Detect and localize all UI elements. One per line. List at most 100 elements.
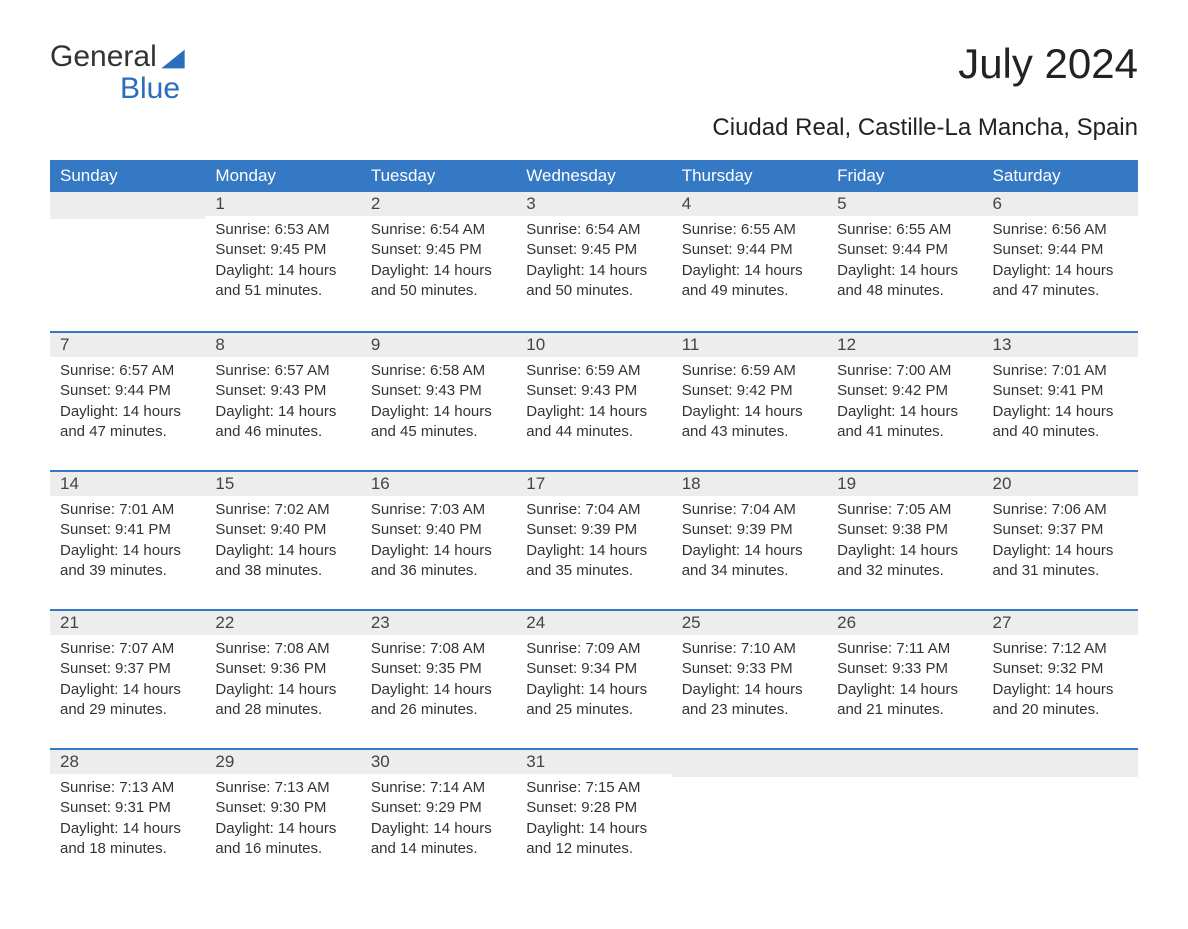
day-sunset: Sunset: 9:44 PM bbox=[60, 381, 195, 401]
day-sunset: Sunset: 9:42 PM bbox=[682, 381, 817, 401]
day-sunset: Sunset: 9:39 PM bbox=[526, 520, 661, 540]
day-sunset: Sunset: 9:44 PM bbox=[682, 240, 817, 260]
day-body: Sunrise: 7:12 AMSunset: 9:32 PMDaylight:… bbox=[983, 635, 1138, 748]
calendar-week-row: 14Sunrise: 7:01 AMSunset: 9:41 PMDayligh… bbox=[50, 471, 1138, 610]
day-sunrise: Sunrise: 7:09 AM bbox=[526, 639, 661, 659]
day-sunrise: Sunrise: 6:53 AM bbox=[215, 220, 350, 240]
day-number bbox=[50, 192, 205, 219]
day-body: Sunrise: 7:04 AMSunset: 9:39 PMDaylight:… bbox=[516, 496, 671, 609]
calendar-day-cell: 2Sunrise: 6:54 AMSunset: 9:45 PMDaylight… bbox=[361, 192, 516, 332]
day-daylight_a: Daylight: 14 hours bbox=[60, 680, 195, 700]
day-daylight_b: and 31 minutes. bbox=[993, 561, 1128, 581]
day-sunset: Sunset: 9:35 PM bbox=[371, 659, 506, 679]
day-body: Sunrise: 7:05 AMSunset: 9:38 PMDaylight:… bbox=[827, 496, 982, 609]
day-sunrise: Sunrise: 7:07 AM bbox=[60, 639, 195, 659]
day-daylight_a: Daylight: 14 hours bbox=[60, 819, 195, 839]
day-number: 13 bbox=[983, 333, 1138, 357]
day-body: Sunrise: 7:01 AMSunset: 9:41 PMDaylight:… bbox=[983, 357, 1138, 470]
logo-text-general: General bbox=[50, 40, 157, 74]
day-number: 28 bbox=[50, 750, 205, 774]
day-sunrise: Sunrise: 6:57 AM bbox=[60, 361, 195, 381]
calendar-day-cell: 16Sunrise: 7:03 AMSunset: 9:40 PMDayligh… bbox=[361, 471, 516, 610]
day-number: 3 bbox=[516, 192, 671, 216]
day-sunrise: Sunrise: 6:59 AM bbox=[682, 361, 817, 381]
calendar-day-cell: 17Sunrise: 7:04 AMSunset: 9:39 PMDayligh… bbox=[516, 471, 671, 610]
day-number: 19 bbox=[827, 472, 982, 496]
day-daylight_a: Daylight: 14 hours bbox=[993, 261, 1128, 281]
day-body: Sunrise: 6:53 AMSunset: 9:45 PMDaylight:… bbox=[205, 216, 360, 329]
day-daylight_b: and 21 minutes. bbox=[837, 700, 972, 720]
day-body: Sunrise: 7:04 AMSunset: 9:39 PMDaylight:… bbox=[672, 496, 827, 609]
calendar-day-cell bbox=[50, 192, 205, 332]
day-daylight_b: and 41 minutes. bbox=[837, 422, 972, 442]
calendar-day-cell: 30Sunrise: 7:14 AMSunset: 9:29 PMDayligh… bbox=[361, 749, 516, 889]
day-sunset: Sunset: 9:43 PM bbox=[371, 381, 506, 401]
day-sunset: Sunset: 9:40 PM bbox=[215, 520, 350, 540]
calendar-day-cell: 22Sunrise: 7:08 AMSunset: 9:36 PMDayligh… bbox=[205, 610, 360, 749]
day-daylight_a: Daylight: 14 hours bbox=[682, 680, 817, 700]
day-daylight_b: and 44 minutes. bbox=[526, 422, 661, 442]
day-body: Sunrise: 6:54 AMSunset: 9:45 PMDaylight:… bbox=[361, 216, 516, 329]
calendar-day-cell: 26Sunrise: 7:11 AMSunset: 9:33 PMDayligh… bbox=[827, 610, 982, 749]
calendar-day-cell: 8Sunrise: 6:57 AMSunset: 9:43 PMDaylight… bbox=[205, 332, 360, 471]
day-daylight_a: Daylight: 14 hours bbox=[837, 680, 972, 700]
day-sunrise: Sunrise: 7:08 AM bbox=[371, 639, 506, 659]
day-number: 22 bbox=[205, 611, 360, 635]
day-body: Sunrise: 7:02 AMSunset: 9:40 PMDaylight:… bbox=[205, 496, 360, 609]
calendar-week-row: 7Sunrise: 6:57 AMSunset: 9:44 PMDaylight… bbox=[50, 332, 1138, 471]
day-body: Sunrise: 7:06 AMSunset: 9:37 PMDaylight:… bbox=[983, 496, 1138, 609]
day-number: 10 bbox=[516, 333, 671, 357]
day-body: Sunrise: 6:59 AMSunset: 9:43 PMDaylight:… bbox=[516, 357, 671, 470]
calendar-day-cell: 20Sunrise: 7:06 AMSunset: 9:37 PMDayligh… bbox=[983, 471, 1138, 610]
day-daylight_b: and 36 minutes. bbox=[371, 561, 506, 581]
day-sunrise: Sunrise: 6:54 AM bbox=[526, 220, 661, 240]
day-body: Sunrise: 7:15 AMSunset: 9:28 PMDaylight:… bbox=[516, 774, 671, 887]
day-body bbox=[50, 219, 205, 331]
day-sunset: Sunset: 9:45 PM bbox=[526, 240, 661, 260]
day-sunrise: Sunrise: 7:14 AM bbox=[371, 778, 506, 798]
day-number: 29 bbox=[205, 750, 360, 774]
day-number: 6 bbox=[983, 192, 1138, 216]
day-number: 18 bbox=[672, 472, 827, 496]
day-daylight_b: and 23 minutes. bbox=[682, 700, 817, 720]
day-number: 8 bbox=[205, 333, 360, 357]
calendar-day-cell: 19Sunrise: 7:05 AMSunset: 9:38 PMDayligh… bbox=[827, 471, 982, 610]
day-daylight_b: and 49 minutes. bbox=[682, 281, 817, 301]
day-sunrise: Sunrise: 7:11 AM bbox=[837, 639, 972, 659]
day-number: 4 bbox=[672, 192, 827, 216]
day-sunrise: Sunrise: 6:58 AM bbox=[371, 361, 506, 381]
day-number: 20 bbox=[983, 472, 1138, 496]
day-sunset: Sunset: 9:39 PM bbox=[682, 520, 817, 540]
day-daylight_a: Daylight: 14 hours bbox=[993, 541, 1128, 561]
day-body: Sunrise: 7:07 AMSunset: 9:37 PMDaylight:… bbox=[50, 635, 205, 748]
day-body: Sunrise: 7:14 AMSunset: 9:29 PMDaylight:… bbox=[361, 774, 516, 887]
day-daylight_a: Daylight: 14 hours bbox=[837, 402, 972, 422]
day-sunset: Sunset: 9:30 PM bbox=[215, 798, 350, 818]
day-daylight_b: and 39 minutes. bbox=[60, 561, 195, 581]
day-body: Sunrise: 6:59 AMSunset: 9:42 PMDaylight:… bbox=[672, 357, 827, 470]
day-daylight_a: Daylight: 14 hours bbox=[526, 680, 661, 700]
day-number: 23 bbox=[361, 611, 516, 635]
day-daylight_b: and 51 minutes. bbox=[215, 281, 350, 301]
calendar-day-cell: 7Sunrise: 6:57 AMSunset: 9:44 PMDaylight… bbox=[50, 332, 205, 471]
calendar-day-cell: 28Sunrise: 7:13 AMSunset: 9:31 PMDayligh… bbox=[50, 749, 205, 889]
calendar-week-row: 28Sunrise: 7:13 AMSunset: 9:31 PMDayligh… bbox=[50, 749, 1138, 889]
day-body: Sunrise: 7:00 AMSunset: 9:42 PMDaylight:… bbox=[827, 357, 982, 470]
day-number bbox=[827, 750, 982, 777]
day-sunrise: Sunrise: 7:15 AM bbox=[526, 778, 661, 798]
day-body: Sunrise: 7:11 AMSunset: 9:33 PMDaylight:… bbox=[827, 635, 982, 748]
calendar-day-cell: 18Sunrise: 7:04 AMSunset: 9:39 PMDayligh… bbox=[672, 471, 827, 610]
calendar-table: Sunday Monday Tuesday Wednesday Thursday… bbox=[50, 160, 1138, 889]
day-sunrise: Sunrise: 7:04 AM bbox=[526, 500, 661, 520]
day-daylight_b: and 48 minutes. bbox=[837, 281, 972, 301]
day-body: Sunrise: 7:13 AMSunset: 9:30 PMDaylight:… bbox=[205, 774, 360, 887]
calendar-day-cell: 6Sunrise: 6:56 AMSunset: 9:44 PMDaylight… bbox=[983, 192, 1138, 332]
day-daylight_a: Daylight: 14 hours bbox=[371, 541, 506, 561]
day-number: 26 bbox=[827, 611, 982, 635]
day-sunrise: Sunrise: 7:02 AM bbox=[215, 500, 350, 520]
day-sunrise: Sunrise: 7:13 AM bbox=[60, 778, 195, 798]
day-daylight_b: and 14 minutes. bbox=[371, 839, 506, 859]
day-daylight_a: Daylight: 14 hours bbox=[215, 819, 350, 839]
day-sunrise: Sunrise: 7:10 AM bbox=[682, 639, 817, 659]
calendar-day-cell bbox=[827, 749, 982, 889]
